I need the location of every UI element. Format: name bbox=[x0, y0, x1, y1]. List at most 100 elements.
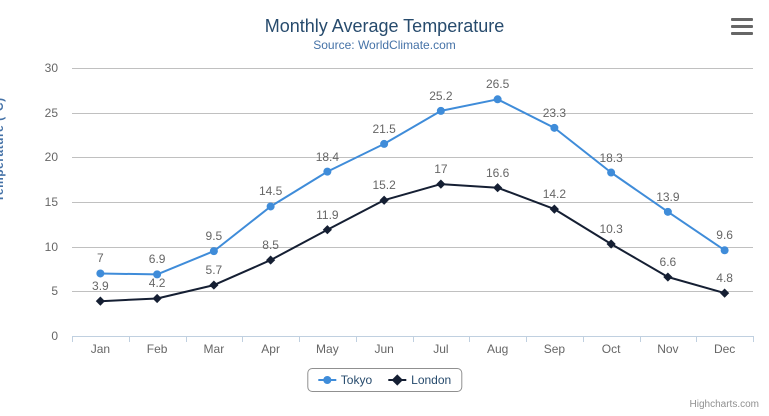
y-axis-tick-label: 20 bbox=[44, 150, 58, 165]
x-axis-tick bbox=[526, 336, 527, 342]
series-point-london[interactable] bbox=[379, 195, 389, 205]
y-axis-title: Temperature (°C) bbox=[0, 97, 6, 202]
chart-subtitle: Source: WorldClimate.com bbox=[313, 38, 456, 52]
data-label: 5.7 bbox=[205, 263, 223, 278]
hamburger-bar bbox=[731, 32, 753, 35]
data-label: 6.6 bbox=[659, 255, 677, 270]
series-point-tokyo[interactable] bbox=[380, 139, 389, 148]
legend-item-london[interactable]: London bbox=[388, 373, 451, 387]
y-axis-tick-label: 10 bbox=[44, 239, 58, 254]
series-point-london[interactable] bbox=[266, 255, 276, 265]
x-axis-tick-label: May bbox=[316, 342, 339, 356]
x-axis-tick-label: Feb bbox=[146, 342, 168, 356]
gridline bbox=[72, 157, 753, 159]
y-axis-tick-label: 30 bbox=[44, 61, 58, 75]
x-axis-tick bbox=[696, 336, 698, 342]
series-point-tokyo[interactable] bbox=[323, 167, 332, 176]
x-axis-tick bbox=[469, 336, 471, 342]
highcharts-credit[interactable]: Highcharts.com bbox=[689, 399, 759, 410]
hamburger-bar bbox=[731, 25, 753, 28]
gridline bbox=[72, 68, 753, 69]
data-label: 9.5 bbox=[205, 229, 223, 244]
y-axis-tick-label: 15 bbox=[44, 195, 58, 209]
series-point-london[interactable] bbox=[436, 179, 446, 189]
data-label: 4.8 bbox=[716, 271, 733, 286]
series-point-tokyo[interactable] bbox=[96, 269, 105, 278]
series-point-london[interactable] bbox=[549, 204, 559, 214]
data-label: 11.9 bbox=[316, 207, 339, 222]
legend-item-tokyo[interactable]: Tokyo bbox=[317, 373, 373, 387]
gridline bbox=[72, 291, 753, 293]
gridline bbox=[72, 246, 753, 248]
data-label: 25.2 bbox=[429, 88, 453, 103]
x-axis-tick bbox=[299, 336, 300, 342]
series-point-tokyo[interactable] bbox=[209, 247, 218, 256]
data-label: 26.5 bbox=[485, 77, 510, 92]
x-axis-tick-label: Nov bbox=[657, 342, 679, 356]
series-point-london[interactable] bbox=[152, 293, 162, 304]
data-label: 21.5 bbox=[372, 121, 396, 136]
data-label: 8.5 bbox=[262, 238, 279, 253]
data-label: 7 bbox=[97, 251, 104, 266]
series-point-tokyo[interactable] bbox=[663, 207, 672, 216]
hamburger-icon[interactable] bbox=[731, 18, 753, 35]
series-point-london[interactable] bbox=[322, 225, 332, 235]
data-label: 15.2 bbox=[372, 178, 396, 193]
x-axis-tick-label: Aug bbox=[486, 342, 509, 356]
data-label: 18.3 bbox=[599, 150, 623, 165]
data-label: 13.9 bbox=[656, 189, 680, 204]
x-axis-tick-label: Oct bbox=[601, 342, 621, 356]
x-axis-tick bbox=[639, 336, 641, 342]
series-point-london[interactable] bbox=[493, 183, 503, 193]
legend-marker-diamond-icon bbox=[388, 374, 407, 386]
y-axis-tick-label: 25 bbox=[44, 105, 58, 120]
chart-title: Monthly Average Temperature bbox=[264, 16, 505, 36]
series-point-london[interactable] bbox=[209, 280, 219, 290]
y-axis-tick-label: 0 bbox=[51, 329, 58, 343]
data-label: 3.9 bbox=[92, 279, 109, 294]
hamburger-bar bbox=[731, 18, 753, 21]
gridline bbox=[72, 112, 753, 114]
x-axis-tick bbox=[582, 336, 584, 342]
data-label: 23.3 bbox=[542, 105, 567, 120]
data-label: 17 bbox=[434, 162, 448, 177]
series-point-london[interactable] bbox=[95, 296, 105, 306]
data-label: 16.6 bbox=[485, 165, 510, 180]
chart-legend: Tokyo London bbox=[306, 368, 463, 392]
legend-label: London bbox=[411, 373, 452, 387]
data-label: 6.9 bbox=[148, 252, 166, 267]
series-point-tokyo[interactable] bbox=[266, 202, 275, 211]
data-label: 9.6 bbox=[716, 228, 733, 243]
x-axis-tick bbox=[185, 336, 187, 342]
x-axis-tick-label: Mar bbox=[203, 342, 225, 356]
x-axis-tick-label: Jan bbox=[90, 342, 111, 356]
x-axis-tick-label: Dec bbox=[713, 342, 736, 356]
series-point-tokyo[interactable] bbox=[493, 95, 502, 104]
series-point-london[interactable] bbox=[663, 272, 673, 282]
legend-label: Tokyo bbox=[340, 373, 373, 387]
series-line-tokyo bbox=[100, 98, 726, 276]
gridline bbox=[72, 202, 753, 203]
series-point-tokyo[interactable] bbox=[550, 123, 559, 132]
x-axis-tick bbox=[72, 336, 73, 342]
y-axis-tick-label: 5 bbox=[51, 284, 58, 299]
x-axis-tick bbox=[355, 336, 357, 342]
data-label: 4.2 bbox=[148, 276, 166, 291]
x-axis-tick-label: Jun bbox=[374, 342, 394, 356]
series-point-london[interactable] bbox=[720, 288, 730, 298]
x-axis-tick-label: Apr bbox=[261, 342, 280, 356]
legend-marker-circle-icon bbox=[317, 375, 336, 385]
series-point-tokyo[interactable] bbox=[436, 106, 445, 115]
x-axis-tick bbox=[128, 336, 130, 342]
data-label: 10.3 bbox=[599, 221, 623, 236]
series-point-tokyo[interactable] bbox=[607, 168, 616, 177]
x-axis-tick-label: Sep bbox=[543, 342, 566, 356]
x-axis-tick bbox=[412, 336, 414, 342]
data-label: 14.2 bbox=[542, 187, 567, 202]
data-label: 18.4 bbox=[315, 149, 340, 164]
x-axis-tick-label: Jul bbox=[433, 342, 449, 356]
x-axis-tick bbox=[753, 336, 754, 342]
data-label: 14.5 bbox=[258, 184, 283, 199]
x-axis-tick bbox=[242, 336, 244, 342]
